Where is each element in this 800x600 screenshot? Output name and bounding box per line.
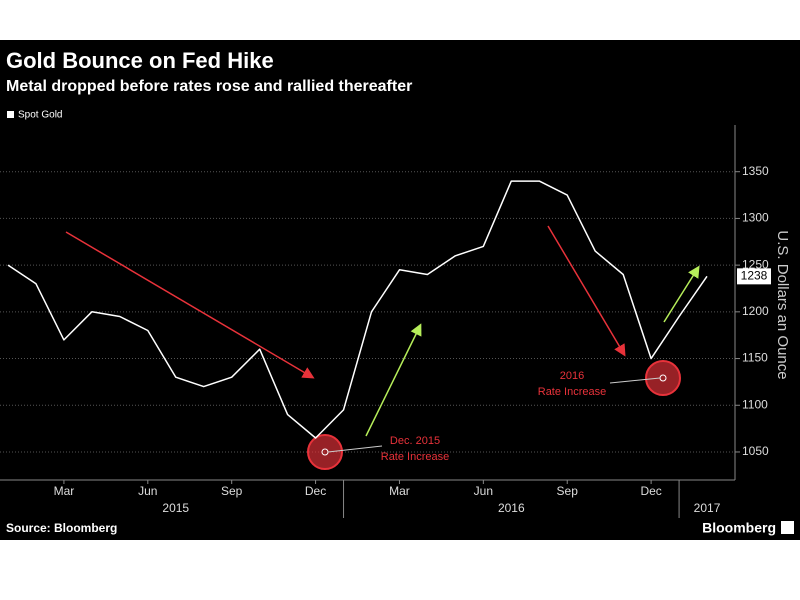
arrow [547, 225, 626, 357]
y-tick-label: 1100 [742, 397, 768, 411]
highlight-circle [645, 360, 681, 396]
legend-label: Spot Gold [18, 110, 62, 121]
year-label: 2016 [498, 501, 525, 515]
x-tick-label: Mar [54, 484, 75, 498]
leader-line [327, 445, 383, 453]
x-tick-label: Dec [640, 484, 661, 498]
legend-swatch [7, 111, 14, 118]
arrow [365, 323, 422, 437]
x-tick-label: Jun [474, 484, 493, 498]
chart-title: Gold Bounce on Fed Hike [6, 48, 274, 73]
arrow [65, 231, 315, 379]
x-tick-label: Sep [557, 484, 579, 498]
chart-subtitle: Metal dropped before rates rose and rall… [6, 78, 412, 95]
source: Source: Bloomberg [6, 521, 117, 535]
y-tick-label: 1350 [742, 164, 769, 178]
brand-icon [781, 521, 794, 534]
annotation: Rate Increase [538, 386, 606, 398]
y-tick-label: 1050 [742, 444, 769, 458]
year-label: 2017 [694, 501, 721, 515]
brand: Bloomberg [702, 520, 776, 536]
y-axis-label: U.S. Dollars an Ounce [774, 230, 791, 379]
x-tick-label: Mar [389, 484, 410, 498]
year-label: 2015 [162, 501, 189, 515]
arrow [663, 265, 700, 323]
y-tick-label: 1200 [742, 304, 769, 318]
value-label: 1238 [741, 269, 768, 283]
x-tick-label: Dec [305, 484, 326, 498]
x-tick-label: Jun [138, 484, 157, 498]
annotation: Dec. 2015 [390, 435, 440, 447]
y-tick-label: 1150 [742, 351, 768, 365]
y-tick-label: 1250 [742, 257, 769, 271]
annotation: 2016 [560, 370, 584, 382]
annotation: Rate Increase [381, 451, 449, 463]
leader-line [609, 377, 661, 384]
y-tick-label: 1300 [742, 211, 769, 225]
x-tick-label: Sep [221, 484, 243, 498]
series-line [7, 180, 708, 439]
value-label-box [737, 268, 771, 285]
background [0, 40, 800, 540]
highlight-circle [307, 434, 343, 470]
